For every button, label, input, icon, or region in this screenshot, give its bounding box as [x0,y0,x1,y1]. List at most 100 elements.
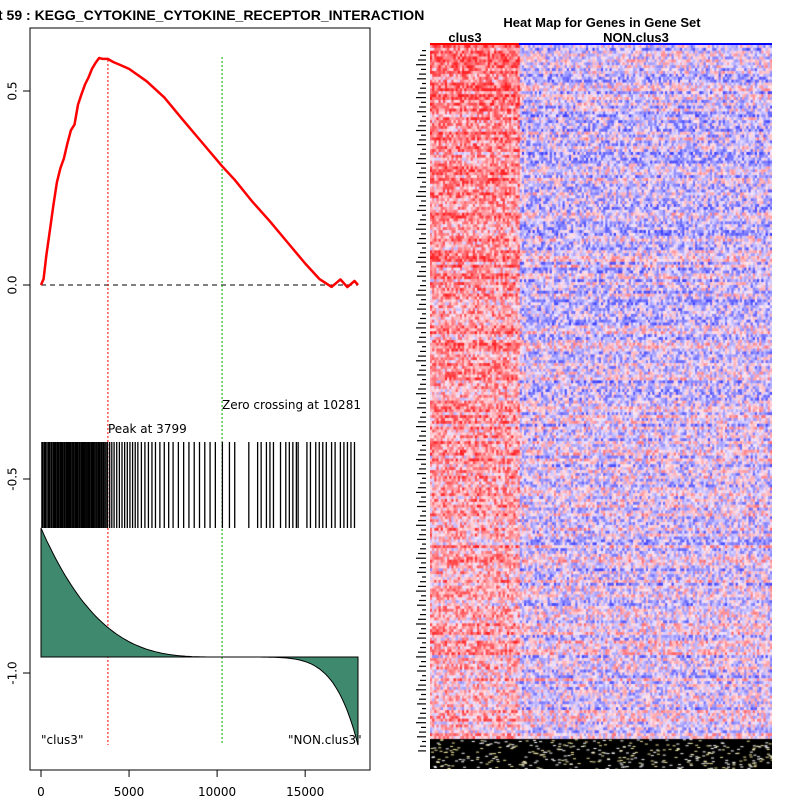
heatmap-row-label-mark [419,468,426,470]
heatmap-row-label-mark [418,520,426,522]
heatmap-row-label-mark [420,449,426,451]
heatmap-row-label-mark [420,317,426,320]
heatmap-row-label-mark [421,496,426,498]
heatmap-row-label-mark [417,440,426,442]
heatmap-row-label-mark [421,364,426,367]
heatmap-row-label-mark [421,134,426,136]
heatmap-row-label-mark [419,369,426,371]
heatmap-row-label-mark [416,393,426,395]
heatmap-row-label-mark [418,191,426,193]
heatmap-row-label-mark [422,609,426,611]
heatmap-row-label-mark [421,299,426,301]
left-class-label: "clus3" [41,733,83,747]
heatmap-row-label-mark [416,162,426,164]
heatmap-row-label-mark [419,567,426,569]
heatmap-row-label-mark [420,416,426,418]
heatmap-row-label-mark [421,595,426,597]
heatmap-row-label-mark [422,543,426,545]
y-tick-label: 0.0 [6,275,20,294]
heatmap-row-label-mark [416,656,426,658]
heatmap-row-label-mark [419,501,426,503]
heatmap-row-label-mark [418,158,426,160]
heatmap-row-labels [416,50,426,752]
heatmap-row-label-mark [420,87,426,89]
heatmap-row-label-mark [419,402,426,404]
heatmap-row-label-mark [417,341,426,343]
heatmap-row-label-mark [420,482,426,484]
x-tick-label: 0 [37,785,45,799]
heatmap-row-label-mark [420,515,426,517]
heatmap-row-label-mark [421,562,426,564]
zero-crossing-annotation: Zero crossing at 10281 [222,398,361,412]
heatmap-row-label-mark [418,388,426,390]
heatmap-row-label-mark [416,491,426,493]
heatmap-row-label-mark [421,463,426,465]
heatmap-row-label-mark [422,181,426,183]
heatmap-row-label-mark [418,125,426,127]
heatmap-row-label-mark [420,679,426,681]
heatmap-row-label-mark [416,294,426,296]
heatmap-row-label-mark [422,477,426,479]
heatmap-row-label-mark [422,346,426,348]
heatmap-row-label-mark [417,637,426,639]
heatmap-row-label-mark [421,693,426,696]
enrichment-plot-title: t 59 : KEGG_CYTOKINE_CYTOKINE_RECEPTOR_I… [0,7,424,23]
heatmap-row-label-mark [421,726,426,728]
right-class-label: "NON.clus3" [288,733,362,747]
heatmap-row-label-mark [419,106,426,108]
heatmap-row-label-mark [417,604,426,606]
heatmap-row-label-mark [417,78,426,80]
y-tick-label: -0.5 [6,467,20,490]
heatmap-row-label-mark [417,374,426,376]
metric-positive-area [40,527,223,658]
heatmap-row-label-mark [417,176,426,179]
heatmap-row-label-mark [418,322,426,324]
heatmap-group-bars [430,43,772,46]
heatmap-row-label-mark [419,336,426,338]
heatmap-row-label-mark [419,534,426,536]
heatmap-row-label-mark [420,54,426,56]
heatmap-row-label-mark [421,661,426,663]
heatmap-row-label-mark [420,745,426,747]
heatmap-row-label-mark [417,703,426,705]
heatmap-row-label-mark [417,308,426,310]
heatmap-row-label-mark [417,571,426,573]
heatmap-row-label-mark [421,233,426,235]
enrichment-plot-frame [29,27,371,771]
hit-barcode [41,442,356,528]
heatmap-row-label-mark [418,750,426,752]
heatmap-row-label-mark [416,228,426,230]
heatmap-row-label-mark [416,64,426,66]
heatmap-row-label-mark [418,684,426,686]
heatmap-row-label-mark [419,238,426,240]
heatmap-row-label-mark [422,740,426,743]
heatmap-row-label-mark [422,82,426,85]
heatmap-row-label-mark [419,73,426,75]
heatmap-row-label-mark [420,646,426,649]
heatmap-row-label-mark [418,256,426,258]
heatmap-matrix [430,45,772,769]
heatmap-row-label-mark [422,411,426,414]
heatmap-row-label-mark [422,379,426,381]
heatmap-row-label-mark [417,505,426,508]
heatmap-row-label-mark [419,599,426,602]
heatmap-row-label-mark [422,708,426,710]
ranked-metric-area [40,527,359,746]
heatmap-row-label-mark [421,167,426,169]
heatmap-row-label-mark [420,581,426,583]
heatmap-row-label-mark [419,205,426,207]
heatmap-row-label-mark [418,454,426,456]
x-axis: 0 5000 10000 15000 [37,770,324,799]
es-plot-area [39,56,359,745]
heatmap-row-label-mark [422,214,426,216]
heatmap-row-label-mark [417,275,426,277]
heatmap-row-label-mark [422,115,426,117]
heatmap-row-label-mark [418,487,426,489]
heatmap-row-label-mark [420,153,426,155]
x-tick-label: 5000 [114,785,145,799]
heatmap-row-label-mark [417,736,426,738]
heatmap-row-label-mark [419,698,426,700]
heatmap-row-label-mark [416,261,426,263]
peak-annotation: Peak at 3799 [108,422,187,436]
